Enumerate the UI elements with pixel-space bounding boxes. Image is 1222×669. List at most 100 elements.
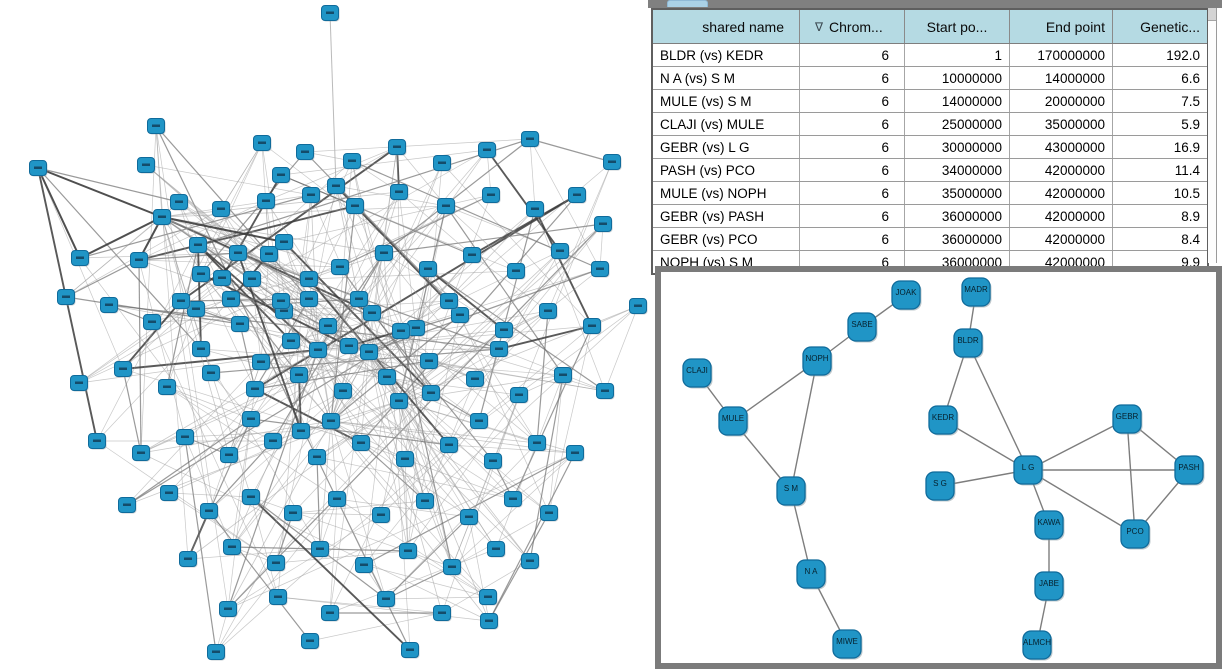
network-node[interactable] bbox=[132, 445, 151, 462]
network-node[interactable] bbox=[242, 411, 261, 428]
network-node[interactable] bbox=[540, 505, 559, 522]
network-node-kawa[interactable]: KAWA bbox=[1034, 510, 1065, 541]
network-node-s-m[interactable]: S M bbox=[776, 476, 807, 507]
network-node[interactable] bbox=[433, 605, 452, 622]
network-node[interactable] bbox=[311, 541, 330, 558]
network-node[interactable] bbox=[327, 178, 346, 195]
network-node-pco[interactable]: PCO bbox=[1120, 519, 1151, 550]
network-node-kedr[interactable]: KEDR bbox=[928, 405, 959, 436]
network-node-almch[interactable]: ALMCH bbox=[1022, 630, 1053, 661]
network-node[interactable] bbox=[160, 485, 179, 502]
network-node[interactable] bbox=[504, 491, 523, 508]
network-node[interactable] bbox=[390, 393, 409, 410]
network-node[interactable] bbox=[328, 491, 347, 508]
network-node[interactable] bbox=[420, 353, 439, 370]
network-node[interactable] bbox=[252, 354, 271, 371]
network-node[interactable] bbox=[243, 271, 262, 288]
table-row[interactable]: GEBR (vs) PASH 6 36000000 42000000 8.9 bbox=[653, 205, 1207, 228]
network-node[interactable] bbox=[603, 154, 622, 171]
table-row[interactable]: GEBR (vs) PCO 6 36000000 42000000 8.4 bbox=[653, 228, 1207, 251]
network-node[interactable] bbox=[272, 167, 291, 184]
network-node-bldr[interactable]: BLDR bbox=[953, 328, 984, 359]
network-node[interactable] bbox=[399, 543, 418, 560]
network-node[interactable] bbox=[170, 194, 189, 211]
network-node[interactable] bbox=[71, 250, 90, 267]
network-node-miwe[interactable]: MIWE bbox=[832, 629, 863, 660]
network-node[interactable] bbox=[378, 369, 397, 386]
network-node-gebr[interactable]: GEBR bbox=[1112, 404, 1143, 435]
network-node[interactable] bbox=[466, 371, 485, 388]
network-node[interactable] bbox=[269, 589, 288, 606]
subnetwork-canvas[interactable]: JOAK MADR SABE BLDR NOPH CLAJI MULE KEDR GEBR L G… bbox=[655, 266, 1222, 669]
network-node-l-g[interactable]: L G bbox=[1013, 455, 1044, 486]
table-row[interactable]: N A (vs) S M 6 10000000 14000000 6.6 bbox=[653, 67, 1207, 90]
network-node[interactable] bbox=[192, 341, 211, 358]
network-node[interactable] bbox=[300, 291, 319, 308]
network-node[interactable] bbox=[596, 383, 615, 400]
network-node[interactable] bbox=[246, 381, 265, 398]
network-node[interactable] bbox=[321, 5, 340, 22]
scrollbar-thumb[interactable] bbox=[1208, 8, 1216, 21]
network-node[interactable] bbox=[223, 539, 242, 556]
network-node[interactable] bbox=[130, 252, 149, 269]
network-node[interactable] bbox=[526, 201, 545, 218]
network-node[interactable] bbox=[253, 135, 272, 152]
network-node[interactable] bbox=[331, 259, 350, 276]
network-node[interactable] bbox=[260, 246, 279, 263]
network-node[interactable] bbox=[100, 297, 119, 314]
network-node[interactable] bbox=[118, 497, 137, 514]
network-node[interactable] bbox=[296, 144, 315, 161]
network-node[interactable] bbox=[443, 559, 462, 576]
network-node[interactable] bbox=[566, 445, 585, 462]
network-node[interactable] bbox=[583, 318, 602, 335]
network-node-madr[interactable]: MADR bbox=[961, 277, 992, 308]
table-row[interactable]: MULE (vs) NOPH 6 35000000 42000000 10.5 bbox=[653, 182, 1207, 205]
network-node[interactable] bbox=[143, 314, 162, 331]
network-node[interactable] bbox=[187, 301, 206, 318]
network-node[interactable] bbox=[213, 270, 232, 287]
table-row[interactable]: BLDR (vs) KEDR 6 1 170000000 192.0 bbox=[653, 44, 1207, 67]
network-node[interactable] bbox=[407, 320, 426, 337]
column-header-chromosome[interactable]: ∇ Chrom... bbox=[800, 10, 905, 43]
network-node[interactable] bbox=[528, 435, 547, 452]
network-node[interactable] bbox=[290, 367, 309, 384]
network-node[interactable] bbox=[375, 245, 394, 262]
column-header-start-point[interactable]: Start po... bbox=[905, 10, 1010, 43]
network-node[interactable] bbox=[346, 198, 365, 215]
network-node-mule[interactable]: MULE bbox=[718, 406, 749, 437]
network-node[interactable] bbox=[340, 338, 359, 355]
network-node[interactable] bbox=[137, 157, 156, 174]
network-node[interactable] bbox=[377, 591, 396, 608]
network-node[interactable] bbox=[551, 243, 570, 260]
network-node[interactable] bbox=[352, 435, 371, 452]
network-node[interactable] bbox=[433, 155, 452, 172]
network-node[interactable] bbox=[229, 245, 248, 262]
network-node[interactable] bbox=[147, 118, 166, 135]
network-node[interactable] bbox=[220, 447, 239, 464]
network-node[interactable] bbox=[231, 316, 250, 333]
network-node[interactable] bbox=[158, 379, 177, 396]
network-node[interactable] bbox=[275, 234, 294, 251]
network-node[interactable] bbox=[189, 237, 208, 254]
network-node[interactable] bbox=[521, 553, 540, 570]
network-node[interactable] bbox=[484, 453, 503, 470]
column-header-genetic[interactable]: Genetic... bbox=[1113, 10, 1207, 43]
network-node[interactable] bbox=[591, 261, 610, 278]
network-node[interactable] bbox=[300, 271, 319, 288]
network-node[interactable] bbox=[495, 322, 514, 339]
network-node-jabe[interactable]: JABE bbox=[1034, 571, 1065, 602]
table-scrollbar[interactable] bbox=[1208, 8, 1217, 263]
network-node[interactable] bbox=[292, 423, 311, 440]
network-node[interactable] bbox=[396, 451, 415, 468]
network-node-s-g[interactable]: S G bbox=[925, 471, 956, 502]
network-node[interactable] bbox=[629, 298, 648, 315]
network-node[interactable] bbox=[202, 365, 221, 382]
network-node[interactable] bbox=[416, 493, 435, 510]
network-node[interactable] bbox=[301, 633, 320, 650]
network-node[interactable] bbox=[308, 449, 327, 466]
table-row[interactable]: CLAJI (vs) MULE 6 25000000 35000000 5.9 bbox=[653, 113, 1207, 136]
table-row[interactable]: NOPH (vs) S M 6 36000000 42000000 9.9 bbox=[653, 251, 1207, 273]
network-node[interactable] bbox=[392, 323, 411, 340]
network-node[interactable] bbox=[302, 187, 321, 204]
network-node[interactable] bbox=[440, 293, 459, 310]
